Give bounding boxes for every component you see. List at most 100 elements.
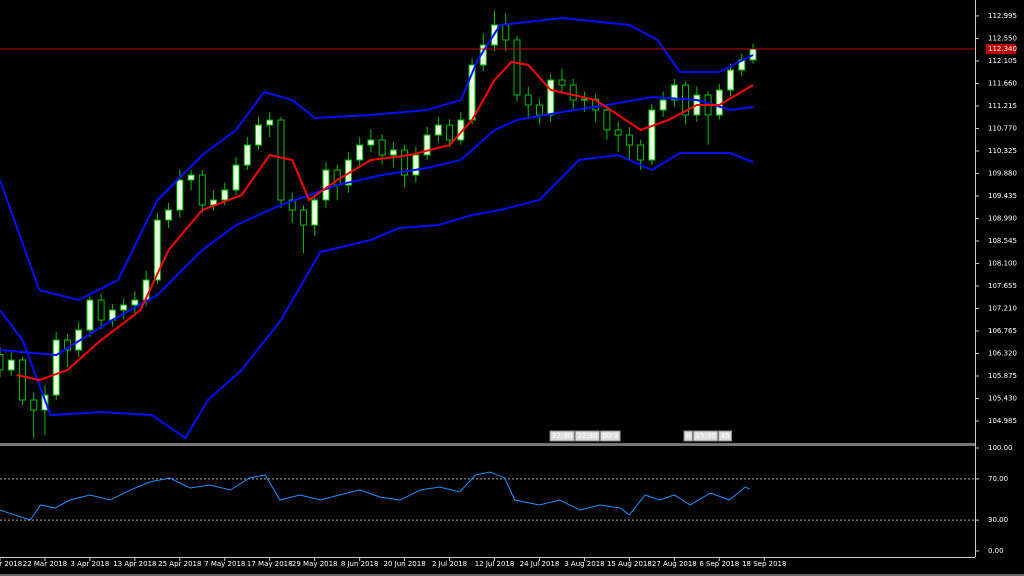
x-tick-label: 6 Sep 2018 [699,560,739,568]
x-tick-label: 22 Mar 2018 [23,560,67,568]
price-label: 112.340 [988,45,1017,53]
event-label: 00:3 [602,432,618,440]
candle-body [558,79,566,86]
candle-body [333,169,341,186]
rsi-line [0,471,750,521]
candle-body [727,69,735,91]
event-box [692,430,719,442]
x-tick-label: 2 Jul 2018 [432,560,467,568]
candle-body [423,134,431,156]
candle-body [120,304,128,311]
candle-body [97,299,105,321]
candle-body [547,79,555,116]
indicator-line [0,16,754,302]
panel-separator [0,443,975,446]
event-label: 15:30 [695,432,715,440]
candle-body [614,129,622,136]
candle-body [625,134,633,146]
y-tick-label: 30.00 [988,516,1008,524]
candle-body [401,149,409,176]
candle-body [378,139,386,156]
indicator-line [16,60,754,382]
y-tick-label: 112.105 [988,57,1017,65]
x-tick-label: 12 Mar 2018 [0,560,22,568]
x-tick-label: 17 May 2018 [247,560,293,568]
candle-body [18,359,26,401]
y-tick-label: 106.765 [988,327,1017,335]
event-label: 22:30 [577,432,597,440]
event-box [718,430,733,442]
y-tick-label: 106.320 [988,349,1017,357]
candle-body [524,94,532,106]
candle-body [367,139,375,146]
event-label: 22:30 [552,432,572,440]
candle-body [749,48,757,61]
event-label: 45 [721,432,730,440]
price-label-box [986,44,1016,55]
candle-body [502,24,510,41]
candle-body [659,99,667,111]
y-tick-label: 107.210 [988,304,1017,312]
candle-body [198,174,206,206]
y-tick-label: 107.655 [988,282,1017,290]
x-tick-label: 7 May 2018 [204,560,245,568]
candle-body [311,199,319,226]
x-tick-label: 18 Sep 2018 [742,560,786,568]
indicator-line [0,95,754,357]
x-tick-label: 3 Apr 2018 [70,560,109,568]
y-tick-label: 105.430 [988,394,1017,402]
y-tick-label: 70.00 [988,475,1008,483]
x-tick-label: 8 Jun 2018 [341,560,379,568]
y-tick-label: 112.995 [988,12,1017,20]
x-tick-label: 15 Aug 2018 [607,560,652,568]
y-tick-label: 0.00 [988,547,1004,555]
x-tick-label: 20 Jun 2018 [384,560,426,568]
candle-body [165,209,173,221]
x-tick-label: 12 Jul 2018 [475,560,515,568]
y-tick-label: 111.215 [988,102,1017,110]
event-box [549,430,575,442]
x-tick-label: 3 Aug 2018 [564,560,604,568]
candle-body [322,169,330,201]
candle-body [52,339,60,396]
candle-body [513,39,521,96]
candle-body [670,84,678,101]
event-box [599,430,621,442]
candle-body [30,399,38,411]
candle-body [176,179,184,211]
y-tick-label: 111.660 [988,79,1017,87]
candle-body [412,154,420,176]
x-tick-label: 29 May 2018 [292,560,338,568]
candle-body [0,354,4,371]
candle-body [569,84,577,101]
candle-body [648,109,656,161]
candle-body [356,144,364,161]
y-tick-label: 108.990 [988,214,1017,222]
plot [0,10,757,440]
candle-body [131,299,139,306]
candle-body [277,119,285,201]
candle-body [221,189,229,201]
candle-body [603,109,611,131]
candle-body [580,98,588,101]
y-tick-label: 110.770 [988,124,1017,132]
candle-body [153,219,161,281]
indicator-line [0,152,754,440]
y-tick-label: 100.00 [988,444,1013,452]
event-box [574,430,600,442]
y-tick-label: 105.875 [988,372,1017,380]
candle-body [243,144,251,166]
x-tick-label: 27 Aug 2018 [652,560,697,568]
candle-body [535,104,543,116]
x-tick-label: 13 Apr 2018 [113,560,156,568]
x-tick-label: 24 Jul 2018 [520,560,560,568]
x-tick-label: 25 Apr 2018 [158,560,201,568]
plot [0,471,750,521]
candle-body [7,359,15,371]
candle-body [434,124,442,136]
y-tick-label: 109.880 [988,169,1017,177]
y-tick-label: 109.435 [988,192,1017,200]
